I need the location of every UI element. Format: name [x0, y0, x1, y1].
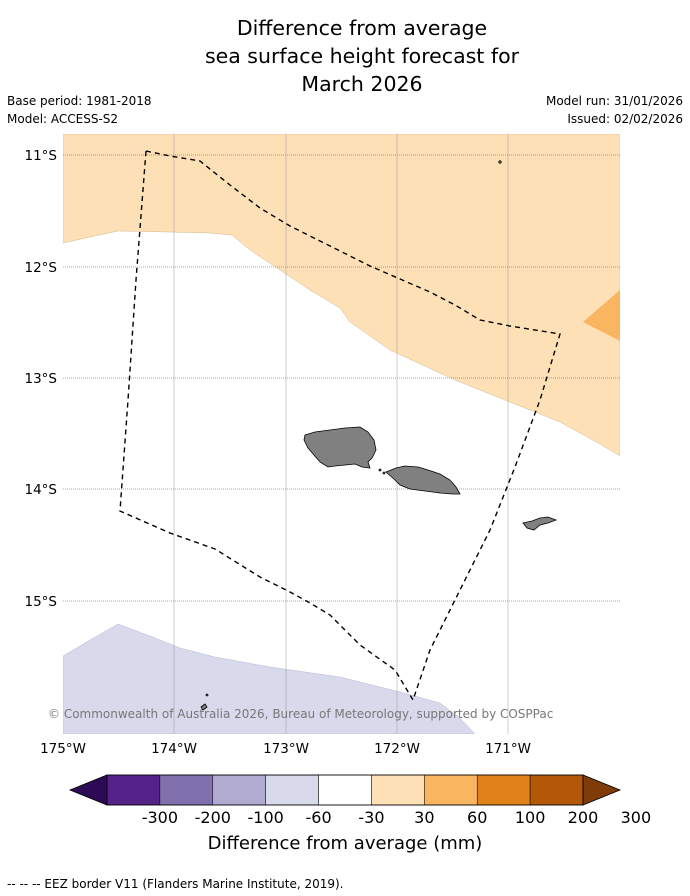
- upolu-island: [385, 465, 461, 495]
- colorbar-tick-label: -300: [142, 808, 178, 827]
- colorbar-tick-label: 300: [621, 808, 652, 827]
- colorbar-cell: [371, 774, 425, 806]
- lon-label: 173°W: [263, 741, 309, 757]
- lat-label: 14°S: [25, 482, 58, 498]
- colorbar-tick-label: -200: [195, 808, 231, 827]
- lat-axis: 11°S 12°S 13°S 14°S 15°S: [25, 148, 58, 610]
- lon-label: 171°W: [485, 741, 531, 757]
- issued-date: Issued: 02/02/2026: [567, 112, 683, 126]
- land: [200, 160, 558, 711]
- map-area: [63, 134, 620, 734]
- model-name: Model: ACCESS-S2: [7, 112, 119, 126]
- colorbar-cell: [476, 774, 531, 806]
- colorbar-tick-label: -60: [305, 808, 331, 827]
- model-run: Model run: 31/01/2026: [545, 94, 683, 108]
- colorbar-extend-high: [582, 774, 622, 806]
- lon-label: 172°W: [374, 741, 420, 757]
- colorbar-title: Difference from average (mm): [207, 833, 483, 854]
- colorbar-tick-label: -100: [248, 808, 284, 827]
- lon-axis: 175°W 174°W 173°W 172°W 171°W: [40, 741, 531, 757]
- savaii-island: [303, 426, 377, 469]
- anomaly-region-30-60: [63, 134, 620, 457]
- colorbar: -300 -200 -100 -60 -30 30 60 100 200 300: [68, 774, 652, 827]
- lat-label: 12°S: [25, 260, 58, 276]
- colorbar-cell: [424, 774, 478, 806]
- title-line-1: Difference from average: [236, 16, 488, 40]
- anomaly-region-minus-30-60: [63, 623, 476, 734]
- copyright-notice: © Commonwealth of Australia 2026, Bureau…: [48, 707, 554, 721]
- colorbar-tick-label: -30: [358, 808, 384, 827]
- colorbar-cell: [529, 774, 584, 806]
- title-line-3: March 2026: [301, 72, 423, 96]
- colorbar-tick-label: 30: [414, 808, 434, 827]
- colorbar-cell: [212, 774, 266, 806]
- lon-label: 175°W: [40, 741, 86, 757]
- colorbar-extend-low: [68, 774, 108, 806]
- colorbar-tick-label: 200: [568, 808, 599, 827]
- colorbar-cell: [159, 774, 214, 806]
- graticule: [63, 134, 620, 734]
- base-period: Base period: 1981-2018: [7, 94, 152, 108]
- lat-label: 11°S: [25, 148, 58, 164]
- lat-label: 15°S: [25, 594, 58, 610]
- colorbar-tick-label: 60: [467, 808, 487, 827]
- lat-label: 13°S: [25, 371, 58, 387]
- colorbar-cell: [106, 774, 161, 806]
- tutuila-island: [522, 516, 558, 531]
- title-line-2: sea surface height forecast for: [204, 44, 520, 68]
- eez-legend: -- -- -- EEZ border V11 (Flanders Marine…: [7, 877, 344, 891]
- colorbar-tick-label: 100: [515, 808, 546, 827]
- anomaly-region-60-100: [583, 290, 620, 341]
- lon-label: 174°W: [151, 741, 197, 757]
- eez-border: [119, 150, 561, 702]
- colorbar-cell: [265, 774, 319, 806]
- colorbar-cell: [318, 774, 372, 806]
- map-title: Difference from average sea surface heig…: [0, 14, 690, 98]
